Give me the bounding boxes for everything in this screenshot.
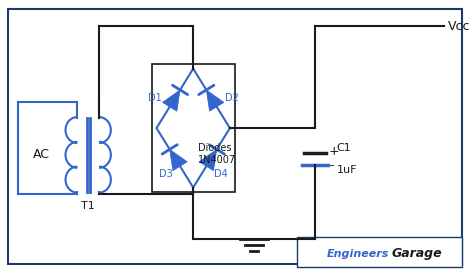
Text: +: + [329,145,339,158]
Text: Diodes
1N4007: Diodes 1N4007 [198,143,236,165]
Bar [152,64,235,192]
Text: D1: D1 [148,93,162,103]
Text: D3: D3 [159,169,173,179]
Text: D2: D2 [225,93,239,103]
Polygon shape [163,90,180,111]
Polygon shape [199,149,217,171]
Text: Engineers: Engineers [327,249,389,259]
Text: D4: D4 [214,169,228,179]
Text: AC: AC [33,148,50,161]
Polygon shape [206,90,224,111]
Bar [297,237,462,267]
Text: Garage: Garage [392,247,442,260]
Text: C1: C1 [337,143,352,153]
Text: Vcc: Vcc [448,19,470,33]
Text: T1: T1 [82,201,95,211]
Text: -: - [329,159,333,172]
Text: 1uF: 1uF [337,165,357,175]
Polygon shape [170,149,187,171]
